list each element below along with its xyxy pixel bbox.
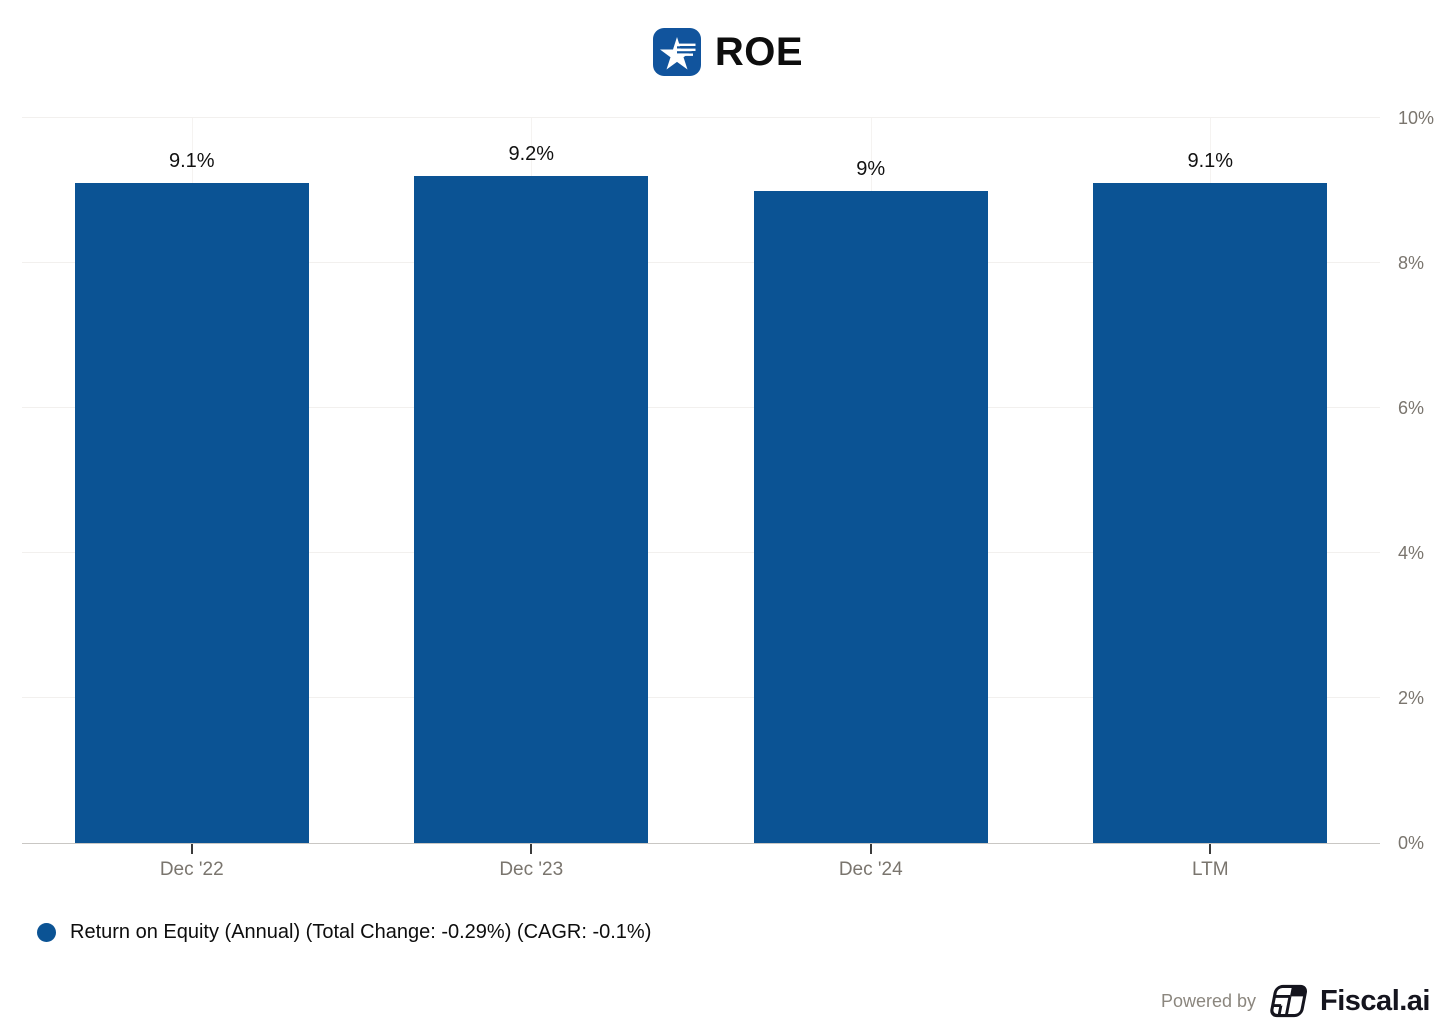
bar-value-label: 9% [856,157,886,180]
bar-value-label: 9.1% [1187,150,1234,173]
star-stripes-app-icon [652,28,701,76]
x-axis-label: Dec '24 [838,859,903,880]
y-axis-label: 0% [1398,833,1425,853]
bar-value-label: 9.2% [508,143,555,165]
x-axis-label: Dec '23 [499,859,564,880]
chart-header: ROE [0,28,1456,76]
h-gridline [22,552,1380,553]
powered-by-text: Powered by [1160,990,1257,1011]
x-axis-label: Dec '22 [159,859,224,880]
y-axis: 0% 2% 4% 6% 8% 10% [1398,109,1456,852]
h-gridline [22,697,1380,698]
x-axis: Dec '22 Dec '23 Dec '24 LTM [22,844,1380,900]
chart-title: ROE [714,30,804,74]
h-gridline [22,262,1380,263]
fiscal-ai-logo-icon [1270,984,1308,1018]
y-axis-label: 8% [1398,253,1425,273]
y-axis-label: 6% [1398,398,1425,418]
h-gridline [22,117,1380,118]
x-axis-tick [1209,844,1212,854]
legend-marker-icon [37,922,56,942]
legend-label: Return on Equity (Annual) (Total Change:… [70,921,652,943]
y-axis-label: 10% [1398,108,1435,128]
bar-dec-22[interactable] [74,183,309,843]
y-axis-label: 4% [1398,543,1425,563]
bar-value-label: 9.1% [168,150,215,173]
legend-item-roe[interactable]: Return on Equity (Annual) (Total Change:… [37,920,651,944]
plot-area: 9.1% 9.2% 9% 9.1% [22,117,1380,844]
x-axis-tick [530,844,533,854]
bar-dec-23[interactable] [414,176,649,843]
powered-by-footer[interactable]: Powered by Fiscal.ai [1161,982,1430,1020]
h-gridline [22,407,1380,408]
bar-ltm[interactable] [1093,183,1328,843]
x-axis-tick [869,844,872,854]
icon-stripes [676,43,696,56]
fiscal-ai-brand-text: Fiscal.ai [1320,984,1430,1017]
y-axis-label: 2% [1398,688,1425,708]
x-axis-tick [190,844,193,854]
bar-dec-24[interactable] [753,190,988,843]
x-axis-label: LTM [1191,859,1229,880]
